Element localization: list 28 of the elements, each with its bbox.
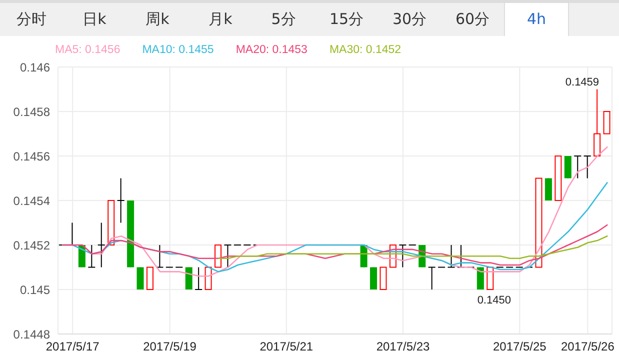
text: 30分 [391, 9, 428, 30]
x-tick-label: 2017/5/25 [492, 340, 547, 354]
text: 分时 [16, 9, 48, 30]
x-tick-label: 2017/5/17 [46, 340, 100, 354]
y-tick-label: 0.1452 [13, 238, 50, 252]
text: 周k [144, 9, 170, 30]
text: 日k [82, 9, 108, 30]
text: MA30: 0.1452 [329, 44, 402, 56]
y-tick-label: 0.1458 [13, 104, 50, 119]
text: 60分 [454, 9, 491, 30]
y-tick-label: 0.1448 [13, 327, 50, 342]
text: MA10: 0.1455 [142, 44, 214, 56]
y-tick-label: 0.1456 [13, 149, 50, 164]
x-tick-label: 2017/5/23 [376, 340, 430, 354]
x-tick-label: 2017/5/21 [260, 340, 314, 354]
y-tick-label: 0.146 [20, 60, 50, 74]
x-tick-label: 2017/5/19 [143, 340, 197, 354]
y-tick-label: 0.1454 [13, 194, 50, 208]
x-tick-label: 2017/5/26 [561, 340, 615, 354]
text: 月k [208, 9, 234, 30]
y-tick-label: 0.145 [20, 282, 50, 297]
text: MA20: 0.1453 [236, 44, 308, 56]
text: 5分 [270, 9, 297, 30]
annotation: 0.1450 [477, 294, 511, 306]
annotation: 0.1459 [565, 76, 600, 88]
text: 4h [504, 3, 569, 36]
text: MA5: 0.1456 [55, 44, 120, 56]
text: 15分 [328, 9, 365, 30]
